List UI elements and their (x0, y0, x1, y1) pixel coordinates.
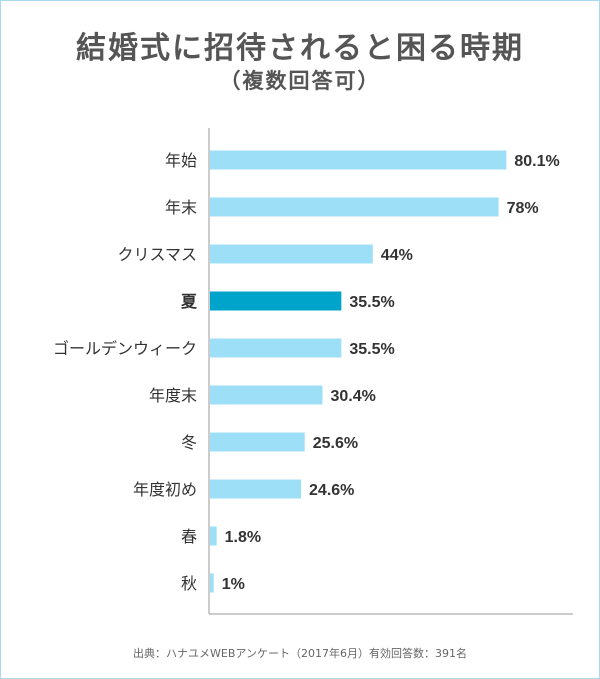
value-label-4: 35.5% (349, 341, 394, 358)
category-label-8: 春 (181, 527, 197, 546)
category-label-7: 年度初め (133, 480, 197, 499)
value-label-8: 1.8% (225, 529, 261, 546)
chart-title: 結婚式に招待されると困る時期 (76, 31, 524, 66)
category-label-0: 年始 (165, 151, 197, 170)
category-label-1: 年末 (165, 198, 197, 217)
category-label-4: ゴールデンウィーク (53, 339, 197, 358)
chart-subtitle: （複数回答可） (219, 69, 381, 93)
bar-4 (210, 338, 342, 358)
bar-8 (210, 526, 217, 546)
bar-0 (210, 150, 507, 170)
value-label-7: 24.6% (309, 482, 354, 499)
category-label-5: 年度末 (149, 386, 197, 405)
bar-5 (210, 385, 323, 405)
bar-2 (210, 244, 373, 264)
value-label-1: 78% (507, 200, 539, 217)
value-label-5: 30.4% (330, 388, 375, 405)
bar-9 (210, 573, 214, 593)
bar-chart: 年始 80.1% 年末 78% クリスマス 44% 夏 35.5% ゴールデンウィーク 35.5%… (53, 128, 573, 615)
category-label-9: 秋 (181, 574, 197, 593)
category-label-3: 夏 (180, 292, 198, 311)
bar-3 (210, 291, 342, 311)
value-label-3: 35.5% (349, 294, 394, 311)
value-label-6: 25.6% (313, 435, 358, 452)
bar-6 (210, 432, 305, 452)
source-note: 出典：ハナユメWEBアンケート（2017年6月）有効回答数：391名 (133, 647, 467, 660)
category-label-2: クリスマス (117, 245, 197, 264)
value-label-9: 1% (222, 576, 245, 593)
value-label-2: 44% (381, 247, 413, 264)
bar-1 (210, 197, 499, 217)
bar-7 (210, 479, 302, 499)
category-label-6: 冬 (181, 433, 197, 452)
value-label-0: 80.1% (514, 153, 559, 170)
